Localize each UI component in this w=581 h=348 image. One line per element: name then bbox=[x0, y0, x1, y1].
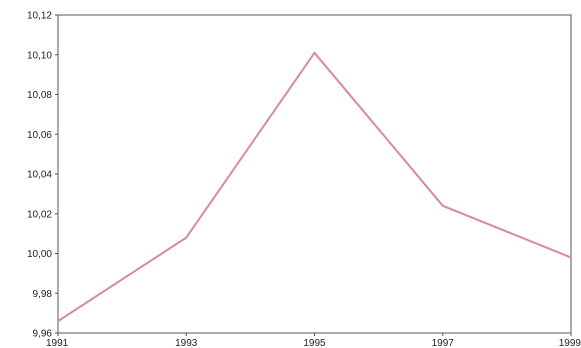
y-tick-label: 9,98 bbox=[33, 289, 53, 300]
x-axis: 1991 1993 1995 1997 1999 bbox=[46, 333, 581, 348]
y-tick-label: 10,02 bbox=[27, 209, 52, 220]
y-tick-label: 10,08 bbox=[27, 90, 52, 101]
data-point bbox=[57, 320, 59, 323]
y-tick-label: 10,06 bbox=[27, 130, 52, 141]
x-tick-label: 1993 bbox=[175, 338, 198, 348]
plot-area bbox=[57, 14, 572, 334]
y-tick-label: 9,96 bbox=[33, 329, 53, 340]
data-point bbox=[570, 256, 572, 259]
data-point bbox=[441, 204, 444, 207]
y-tick-label: 10,00 bbox=[27, 249, 52, 260]
data-point bbox=[313, 51, 316, 54]
data-point bbox=[185, 236, 188, 239]
x-tick-label: 1999 bbox=[559, 338, 581, 348]
y-axis: 9,96 9,98 10,00 10,02 10,04 10,06 10,08 10,10 10… bbox=[27, 11, 58, 340]
x-tick-label: 1995 bbox=[303, 338, 326, 348]
x-tick-label: 1991 bbox=[46, 338, 69, 348]
x-tick-label: 1997 bbox=[432, 338, 455, 348]
y-tick-label: 10,12 bbox=[27, 11, 52, 22]
series-line bbox=[57, 51, 572, 323]
y-tick-label: 10,04 bbox=[27, 170, 52, 181]
series-group bbox=[57, 51, 572, 323]
y-tick-label: 10,10 bbox=[27, 50, 52, 61]
